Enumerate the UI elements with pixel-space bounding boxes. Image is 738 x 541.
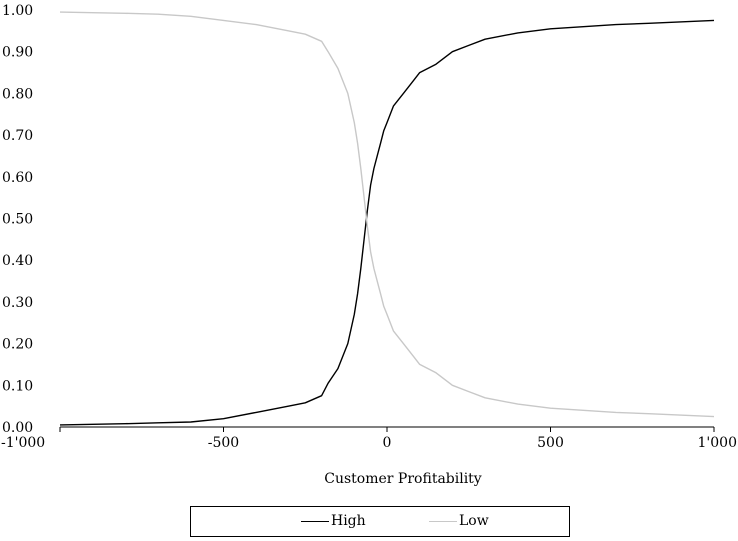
legend-swatch-low	[429, 520, 457, 522]
y-tick-label: 0.10	[2, 378, 33, 394]
y-tick-label: 0.50	[2, 212, 33, 228]
legend-swatch-high	[301, 520, 329, 522]
y-axis-ticks: 0.00 0.10 0.20 0.30 0.40 0.50 0.60 0.70 0.80 0.90…	[2, 3, 33, 436]
y-tick-label: 0.40	[2, 253, 33, 269]
series-line-low	[59, 11, 715, 418]
y-tick-label: 0.00	[2, 420, 33, 436]
x-axis-ticks: -1'000 -500 0 500 1'000	[1, 427, 737, 451]
x-tick-label: -1'000	[1, 435, 45, 451]
legend: High Low	[190, 506, 570, 537]
x-tick-label: 500	[537, 435, 564, 451]
y-tick-label: 0.60	[2, 170, 33, 186]
x-axis-title: Customer Profitability	[324, 471, 482, 487]
series-line-high	[59, 19, 715, 426]
y-tick-label: 0.70	[2, 128, 33, 144]
y-tick-label: 0.90	[2, 45, 33, 61]
y-tick-label: 1.00	[2, 3, 33, 19]
y-tick-label: 0.20	[2, 337, 33, 353]
series-lines	[59, 11, 715, 426]
legend-label-high: High	[331, 513, 366, 529]
y-tick-label: 0.80	[2, 86, 33, 102]
x-tick-label: 1'000	[698, 435, 737, 451]
legend-item-low: Low	[429, 513, 489, 529]
x-tick-label: 0	[383, 435, 392, 451]
legend-label-low: Low	[459, 513, 489, 529]
x-tick-label: -500	[208, 435, 239, 451]
legend-item-high: High	[301, 513, 366, 529]
y-tick-label: 0.30	[2, 295, 33, 311]
